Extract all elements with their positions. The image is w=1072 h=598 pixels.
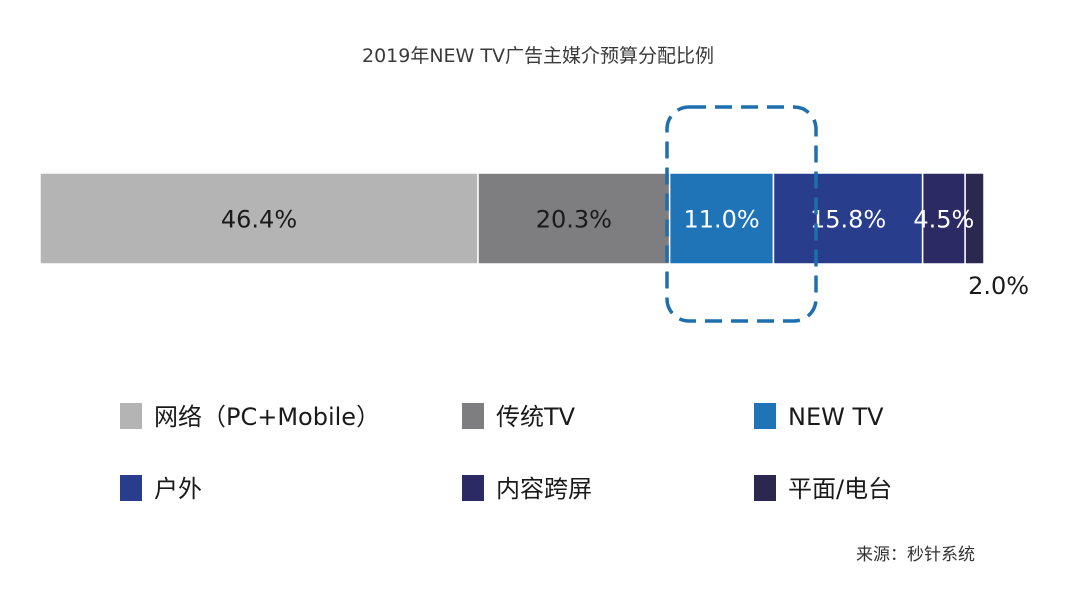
legend-label-5: 内容跨屏 [496, 475, 592, 503]
bar-segment-1 [39, 172, 479, 265]
source-note: 来源：秒针系统 [856, 545, 975, 565]
legend-swatch-6 [754, 475, 776, 501]
legend-label-2: 传统TV [496, 403, 576, 431]
legend-label-1: 网络（PC+Mobile） [154, 403, 380, 431]
bar-group [39, 172, 985, 265]
data-label-segment-6: 2.0% [968, 272, 1029, 300]
legend-swatch-5 [462, 475, 484, 501]
data-label-segment-1: 46.4% [221, 206, 297, 234]
bar-segment-3 [668, 172, 775, 265]
bar-segment-6 [964, 172, 985, 265]
data-label-group: 46.4% 20.3% 11.0% 15.8% 4.5% 2.0% [221, 206, 1029, 301]
legend-swatch-2 [462, 403, 484, 429]
bar-segment-4 [772, 172, 924, 265]
data-label-segment-3: 11.0% [683, 206, 759, 234]
chart-title: 2019年NEW TV广告主媒介预算分配比例 [362, 45, 714, 67]
highlight-box [665, 105, 818, 323]
bar-segment-2 [477, 172, 671, 265]
legend-label-4: 户外 [154, 475, 202, 503]
legend-swatch-4 [120, 475, 142, 501]
legend-label-6: 平面/电台 [788, 475, 892, 503]
data-label-segment-5: 4.5% [913, 206, 974, 234]
legend-swatch-3 [754, 403, 776, 429]
bar-segment-5 [921, 172, 966, 265]
legend-label-3: NEW TV [788, 403, 884, 431]
legend: 网络（PC+Mobile） 传统TV NEW TV 户外 内容跨屏 平面/电台 [120, 403, 892, 503]
data-label-segment-4: 15.8% [810, 206, 886, 234]
legend-swatch-1 [120, 403, 142, 429]
data-label-segment-2: 20.3% [536, 206, 612, 234]
